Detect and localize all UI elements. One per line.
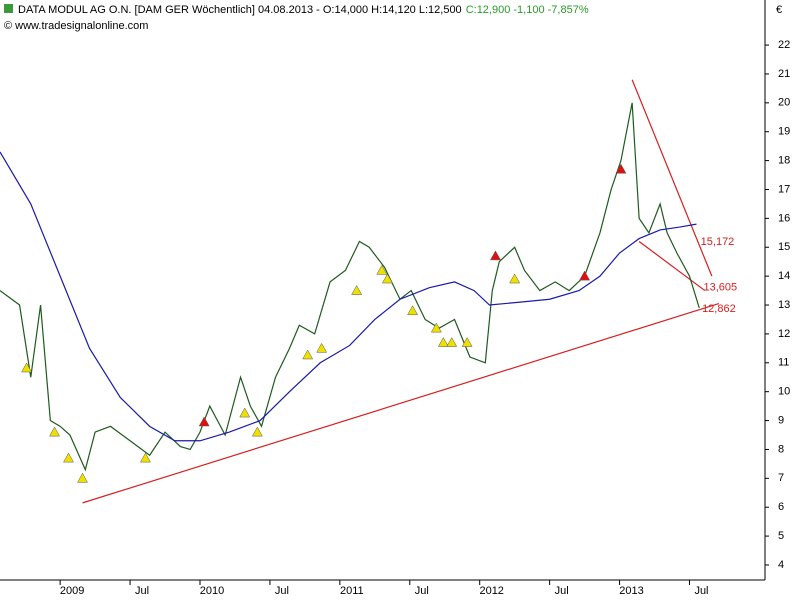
x-tick-label: 2009 xyxy=(60,585,84,597)
buy-signal xyxy=(251,426,263,437)
chart-title: DATA MODUL AG O.N. [DAM GER Wöchentlich]… xyxy=(18,4,462,16)
x-tick-label: Jul xyxy=(415,585,429,597)
x-tick-label: 2012 xyxy=(479,585,503,597)
logo-icon xyxy=(4,4,13,13)
sell-signal xyxy=(490,250,501,261)
y-tick-label: 20 xyxy=(778,97,790,109)
buy-signal xyxy=(316,342,328,353)
sell-signal xyxy=(615,163,627,174)
buy-signal xyxy=(437,337,449,347)
y-tick-label: 6 xyxy=(778,501,784,513)
x-tick-label: 2011 xyxy=(340,585,364,597)
source: © www.tradesignalonline.com xyxy=(4,20,148,32)
y-tick-label: 15 xyxy=(778,241,790,253)
buy-signal xyxy=(407,305,418,316)
y-tick-label: 5 xyxy=(778,530,784,542)
y-tick-label: 22 xyxy=(778,39,790,51)
y-tick-label: 16 xyxy=(778,212,790,224)
buy-signal xyxy=(381,273,393,284)
x-tick-label: Jul xyxy=(135,585,149,597)
price-line xyxy=(0,102,700,472)
buy-signal xyxy=(430,322,442,333)
buy-signal xyxy=(21,362,32,373)
currency: € xyxy=(776,4,782,16)
buy-signal xyxy=(77,472,88,483)
x-tick-label: Jul xyxy=(555,585,569,597)
x-tick-label: 2010 xyxy=(200,585,224,597)
annotation-label: 13,605 xyxy=(703,281,737,293)
trendline xyxy=(638,240,706,292)
annotation-label: 12,862 xyxy=(702,303,736,315)
buy-signal xyxy=(461,337,473,347)
x-tick-label: Jul xyxy=(694,585,708,597)
y-tick-label: 18 xyxy=(778,155,790,167)
y-tick-label: 12 xyxy=(778,328,790,340)
sell-signal xyxy=(198,416,210,427)
x-tick-label: 2013 xyxy=(619,585,643,597)
moving-average xyxy=(0,151,697,442)
buy-signal xyxy=(351,285,363,295)
y-tick-label: 4 xyxy=(778,559,784,571)
y-tick-label: 8 xyxy=(778,443,784,455)
buy-signal xyxy=(63,452,74,463)
buy-signal xyxy=(49,426,60,437)
trendline xyxy=(631,79,713,277)
y-tick-label: 13 xyxy=(778,299,790,311)
buy-signal xyxy=(376,264,388,275)
y-tick-label: 7 xyxy=(778,472,784,484)
y-tick-label: 9 xyxy=(778,414,784,426)
sell-signal xyxy=(579,270,591,281)
y-tick-label: 17 xyxy=(778,183,790,195)
buy-signal xyxy=(302,349,314,360)
buy-signal xyxy=(140,452,151,463)
buy-signal xyxy=(239,407,251,418)
buy-signal xyxy=(446,337,458,347)
trendline xyxy=(82,303,720,504)
x-tick-label: Jul xyxy=(275,585,289,597)
annotation-label: 15,172 xyxy=(701,236,735,248)
y-tick-label: 10 xyxy=(778,386,790,398)
price-change: C:12,900 -1,100 -7,857% xyxy=(466,4,589,16)
y-tick-label: 19 xyxy=(778,126,790,138)
y-tick-label: 14 xyxy=(778,270,790,282)
y-tick-label: 21 xyxy=(778,68,790,80)
buy-signal xyxy=(509,273,521,284)
y-tick-label: 11 xyxy=(778,357,789,369)
